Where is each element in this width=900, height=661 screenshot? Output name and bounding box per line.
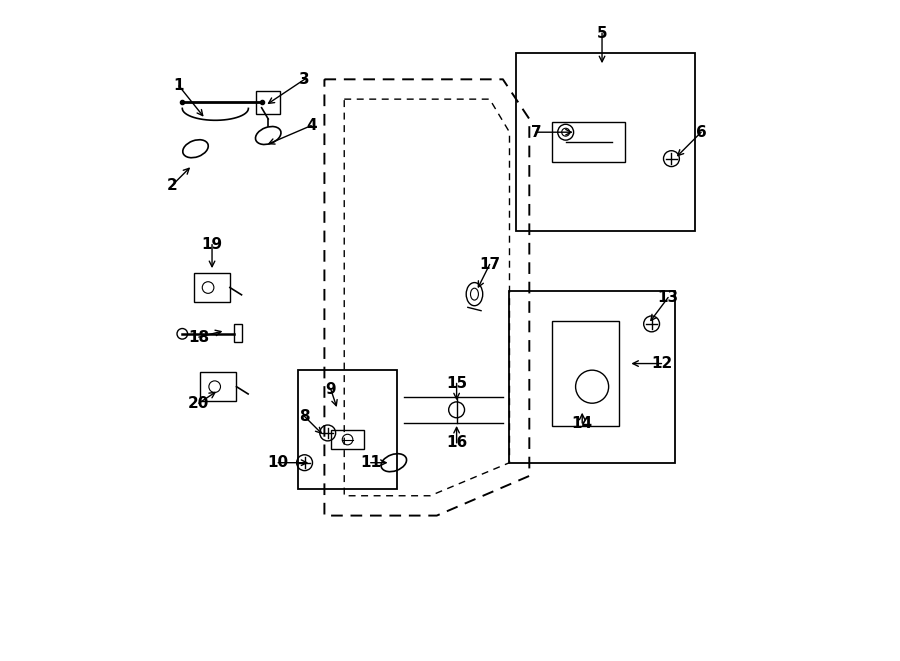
Text: 6: 6 [696, 125, 706, 139]
Text: 14: 14 [572, 416, 593, 430]
Text: 17: 17 [479, 257, 500, 272]
Text: 10: 10 [267, 455, 289, 470]
Text: 7: 7 [531, 125, 541, 139]
Text: 5: 5 [597, 26, 608, 40]
Text: 4: 4 [306, 118, 317, 133]
Text: 12: 12 [651, 356, 672, 371]
Text: 18: 18 [188, 330, 210, 344]
Text: 13: 13 [658, 290, 679, 305]
Text: 8: 8 [300, 409, 310, 424]
Text: 3: 3 [300, 72, 310, 87]
Text: 11: 11 [360, 455, 382, 470]
Text: 9: 9 [326, 383, 337, 397]
Text: 20: 20 [188, 396, 210, 410]
Text: 15: 15 [446, 376, 467, 391]
Text: 1: 1 [174, 79, 184, 93]
Text: 19: 19 [202, 237, 222, 252]
Text: 2: 2 [167, 178, 178, 192]
Text: 16: 16 [446, 436, 467, 450]
